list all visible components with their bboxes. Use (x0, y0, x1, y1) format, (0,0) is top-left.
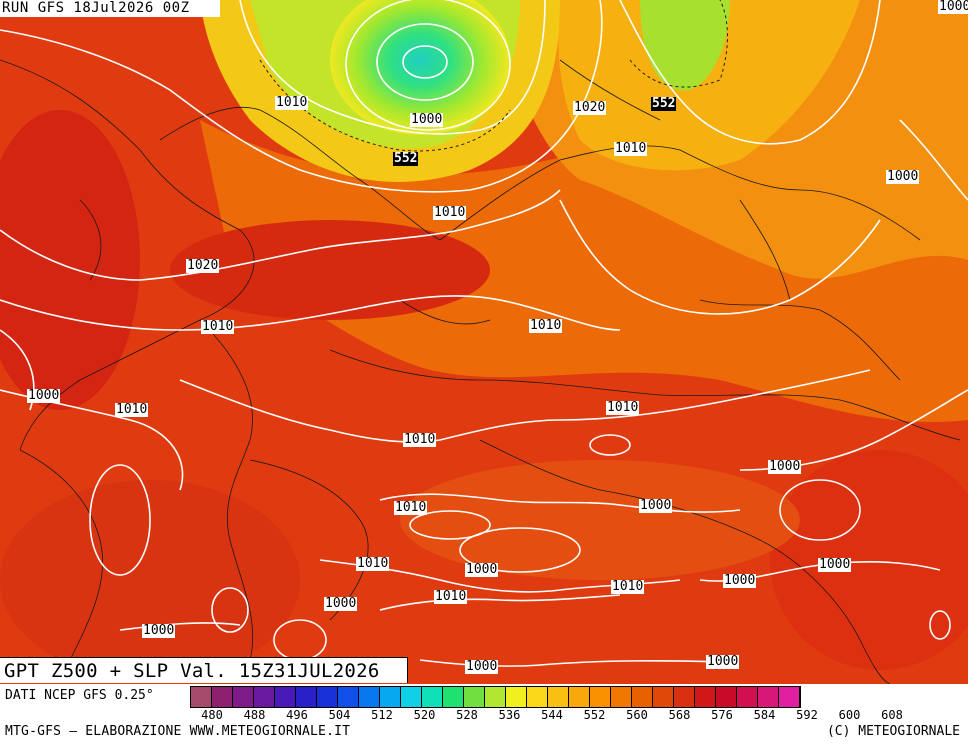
legend-swatch (695, 687, 716, 707)
legend-tick-label: 592 (796, 708, 818, 722)
data-source-label: DATI NCEP GFS 0.25° (5, 688, 154, 703)
isobar-label: 1010 (529, 318, 563, 333)
field-green-ne (640, 0, 730, 91)
legend-tick-label: 544 (541, 708, 563, 722)
legend-swatch (653, 687, 674, 707)
legend-swatch (632, 687, 653, 707)
legend-swatch (485, 687, 506, 707)
legend-swatch (548, 687, 569, 707)
run-label: RUN GFS 18Jul2026 00Z (0, 0, 220, 17)
copyright-label: (C) METEOGIORNALE (826, 724, 960, 739)
isobar-label: 1000 (723, 573, 757, 588)
isobar-label: 1010 (606, 400, 640, 415)
legend-tick-label: 520 (413, 708, 436, 722)
legend-swatch (443, 687, 464, 707)
legend-swatch (359, 687, 380, 707)
field-red-central (170, 220, 490, 320)
legend-swatch (401, 687, 422, 707)
isobar-label: 1010 (115, 402, 149, 417)
isobar-label: 1000 (886, 169, 920, 184)
legend-swatch (317, 687, 338, 707)
legend-tick-label: 496 (286, 708, 308, 722)
field-amber (558, 0, 860, 171)
isobar-label: 1000 (706, 654, 740, 669)
isobar-label: 1000 (465, 659, 499, 674)
isobar-label: 1010 (201, 319, 235, 334)
legend-swatch (569, 687, 590, 707)
legend-tick-label: 536 (498, 708, 521, 722)
valid-time-label: GPT Z500 + SLP Val. 15Z31JUL2026 (0, 657, 408, 683)
legend-swatch (338, 687, 359, 707)
geopotential-label: 552 (393, 151, 419, 166)
legend-swatch (611, 687, 632, 707)
legend-tick-label: 504 (328, 708, 351, 722)
legend-swatch (422, 687, 443, 707)
isobar-label: 1000 (410, 112, 444, 127)
isobar-label: 1000 (142, 623, 176, 638)
legend-tick-label: 608 (881, 708, 903, 722)
field-red-se (770, 450, 968, 670)
isobar-label: 1000 (818, 557, 852, 572)
legend-swatch (254, 687, 275, 707)
color-legend (190, 686, 801, 708)
field-red-west (0, 110, 140, 410)
isobar-label: 1020 (186, 258, 220, 273)
legend-swatch (464, 687, 485, 707)
legend-tick-label: 552 (583, 708, 606, 722)
legend-swatch (380, 687, 401, 707)
map-field (0, 0, 968, 684)
isobar-label: 1010 (394, 500, 428, 515)
legend-swatch (212, 687, 233, 707)
legend-swatch (527, 687, 548, 707)
legend-swatch (737, 687, 758, 707)
legend-tick-label: 584 (753, 708, 776, 722)
legend-swatch (275, 687, 296, 707)
legend-swatch (296, 687, 317, 707)
legend-swatch (506, 687, 527, 707)
isobar-label: 1000 (27, 388, 61, 403)
legend-swatch (716, 687, 737, 707)
legend-swatch (758, 687, 779, 707)
isobar-label: 1020 (573, 100, 607, 115)
isobar-label: 1000 (465, 562, 499, 577)
legend-tick-label: 512 (371, 708, 393, 722)
isobar-label: 1010 (434, 589, 468, 604)
legend-tick-label: 528 (456, 708, 478, 722)
legend-swatch (233, 687, 254, 707)
field-red-sw (0, 480, 300, 680)
legend-tick-label: 560 (626, 708, 648, 722)
isobar-label: 1010 (275, 95, 309, 110)
legend-tick-label: 568 (668, 708, 691, 722)
isobar-label: 1000 (639, 498, 673, 513)
legend-swatch (779, 687, 800, 707)
isobar-label: 1010 (433, 205, 467, 220)
isobar-label: 1010 (403, 432, 437, 447)
weather-map: 1010 1020 1000 1010 1010 1000 1020 1010 … (0, 0, 968, 684)
geopotential-label: 552 (651, 96, 677, 111)
isobar-label: 1000 (324, 596, 358, 611)
isobar-label: 1010 (611, 579, 645, 594)
isobar-label: 1000 (938, 0, 968, 14)
legend-tick-label: 600 (838, 708, 861, 722)
legend-swatch (590, 687, 611, 707)
legend-tick-label: 480 (201, 708, 223, 722)
legend-swatch (191, 687, 212, 707)
coastlines (0, 59, 961, 684)
field-orangered-south (400, 460, 800, 580)
credit-label: MTG-GFS — ELABORAZIONE WWW.METEOGIORNALE… (5, 724, 351, 739)
low-pressure-center (330, 0, 510, 135)
isobar-label: 1010 (356, 556, 390, 571)
legend-tick-label: 488 (243, 708, 266, 722)
isobar-label: 1010 (614, 141, 648, 156)
isobar-label: 1000 (768, 459, 802, 474)
legend-tick-label: 576 (711, 708, 733, 722)
legend-swatch (674, 687, 695, 707)
